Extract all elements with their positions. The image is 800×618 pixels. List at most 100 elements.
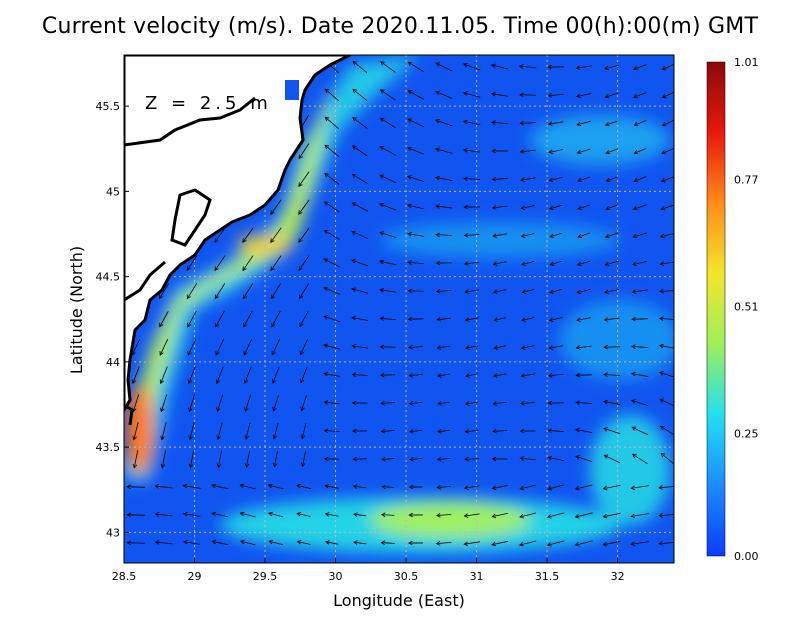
velocity-arrow [632, 232, 647, 239]
velocity-arrow [574, 512, 593, 519]
velocity-arrow [379, 344, 396, 350]
velocity-arrow [520, 345, 535, 350]
velocity-arrow [408, 512, 423, 518]
x-tick-label: 30.5 [394, 570, 419, 583]
velocity-arrow [630, 344, 649, 349]
velocity-arrow [493, 317, 507, 322]
velocity-arrow [271, 366, 280, 384]
velocity-arrow [381, 484, 395, 490]
eastern-eddy [590, 415, 670, 525]
velocity-arrow [407, 288, 424, 294]
velocity-arrow [323, 456, 340, 462]
velocity-arrow [214, 283, 226, 300]
velocity-arrow [154, 540, 173, 545]
velocity-arrow [325, 540, 339, 545]
velocity-arrow [519, 177, 536, 182]
velocity-arrow [491, 176, 508, 182]
colorbar-ticks: 0.00 0.25 0.51 0.77 1.01 [734, 56, 759, 563]
velocity-arrow [267, 511, 284, 518]
velocity-arrow [491, 148, 508, 154]
velocity-arrow [407, 90, 425, 100]
velocity-arrow [548, 288, 563, 295]
velocity-arrow [575, 372, 592, 378]
velocity-arrow [491, 456, 508, 462]
velocity-arrow [435, 90, 453, 99]
velocity-arrow [605, 204, 619, 211]
velocity-arrow [131, 366, 140, 385]
velocity-arrow [272, 422, 279, 440]
velocity-arrow [407, 231, 425, 237]
velocity-arrow [270, 255, 282, 272]
y-tick-label: 44.5 [96, 271, 121, 284]
velocity-arrow [574, 484, 593, 491]
velocity-arrow [300, 395, 307, 412]
x-tick-label: 29.5 [253, 570, 278, 583]
velocity-arrow [435, 513, 452, 518]
velocity-arrow [548, 176, 563, 183]
velocity-arrow [577, 176, 591, 183]
velocity-arrow [546, 540, 565, 547]
velocity-arrow [520, 205, 535, 210]
velocity-arrow [547, 93, 564, 98]
colorbar-tick-label: 0.00 [734, 550, 759, 563]
velocity-arrow [160, 450, 167, 469]
east-band [560, 300, 674, 380]
velocity-arrow [521, 260, 535, 266]
velocity-arrow [323, 258, 341, 268]
velocity-arrow [407, 316, 424, 322]
velocity-arrow [324, 144, 340, 158]
x-tick-label: 28.5 [112, 570, 137, 583]
velocity-arrow [380, 61, 396, 73]
velocity-arrow [408, 540, 424, 546]
velocity-arrow [160, 394, 168, 413]
velocity-arrow [298, 283, 310, 300]
velocity-arrow [603, 454, 621, 464]
velocity-arrow [492, 429, 508, 434]
velocity-arrow [379, 174, 397, 184]
velocity-arrow [575, 65, 592, 70]
velocity-arrow [492, 373, 507, 378]
velocity-arrow [379, 316, 396, 321]
lagoon-south [124, 260, 166, 302]
velocity-arrow [463, 513, 480, 518]
velocity-arrow [519, 456, 536, 461]
velocity-arrow [408, 401, 423, 406]
velocity-arrow [324, 512, 339, 517]
velocity-arrow [244, 422, 251, 441]
velocity-arrow [492, 233, 508, 238]
velocity-arrow [352, 88, 368, 101]
velocity-arrow [630, 513, 649, 519]
velocity-arrow [547, 484, 565, 491]
velocity-arrow [379, 89, 396, 101]
velocity-arrow [462, 148, 481, 153]
velocity-arrow [605, 148, 619, 155]
velocity-arrow [214, 255, 226, 272]
velocity-arrow [409, 457, 423, 462]
velocity-arrow [407, 61, 424, 73]
velocity-arrow [519, 484, 536, 491]
velocity-arrow [211, 511, 229, 518]
velocity-arrow [574, 540, 593, 547]
velocity-arrow [323, 400, 340, 405]
velocity-arrow [630, 485, 649, 491]
velocity-arrow [380, 429, 395, 434]
velocity-arrow [492, 289, 507, 294]
velocity-arrow [463, 261, 480, 266]
velocity-arrow [575, 345, 592, 350]
velocity-arrow [352, 60, 368, 73]
velocity-arrow [576, 148, 591, 155]
velocity-arrow [547, 64, 565, 70]
velocity-arrow [462, 62, 481, 71]
velocity-arrow [546, 512, 565, 519]
velocity-arrow [575, 93, 592, 99]
velocity-arrow [659, 425, 674, 436]
velocity-arrow [351, 372, 368, 377]
velocity-arrow [604, 289, 620, 295]
velocity-arrow [630, 371, 649, 377]
velocity-arrow [407, 118, 425, 128]
velocity-arrow [211, 539, 228, 546]
velocity-arrow [215, 366, 224, 385]
velocity-arrow [604, 64, 620, 71]
velocity-arrow [323, 371, 340, 377]
velocity-arrow [548, 149, 564, 155]
